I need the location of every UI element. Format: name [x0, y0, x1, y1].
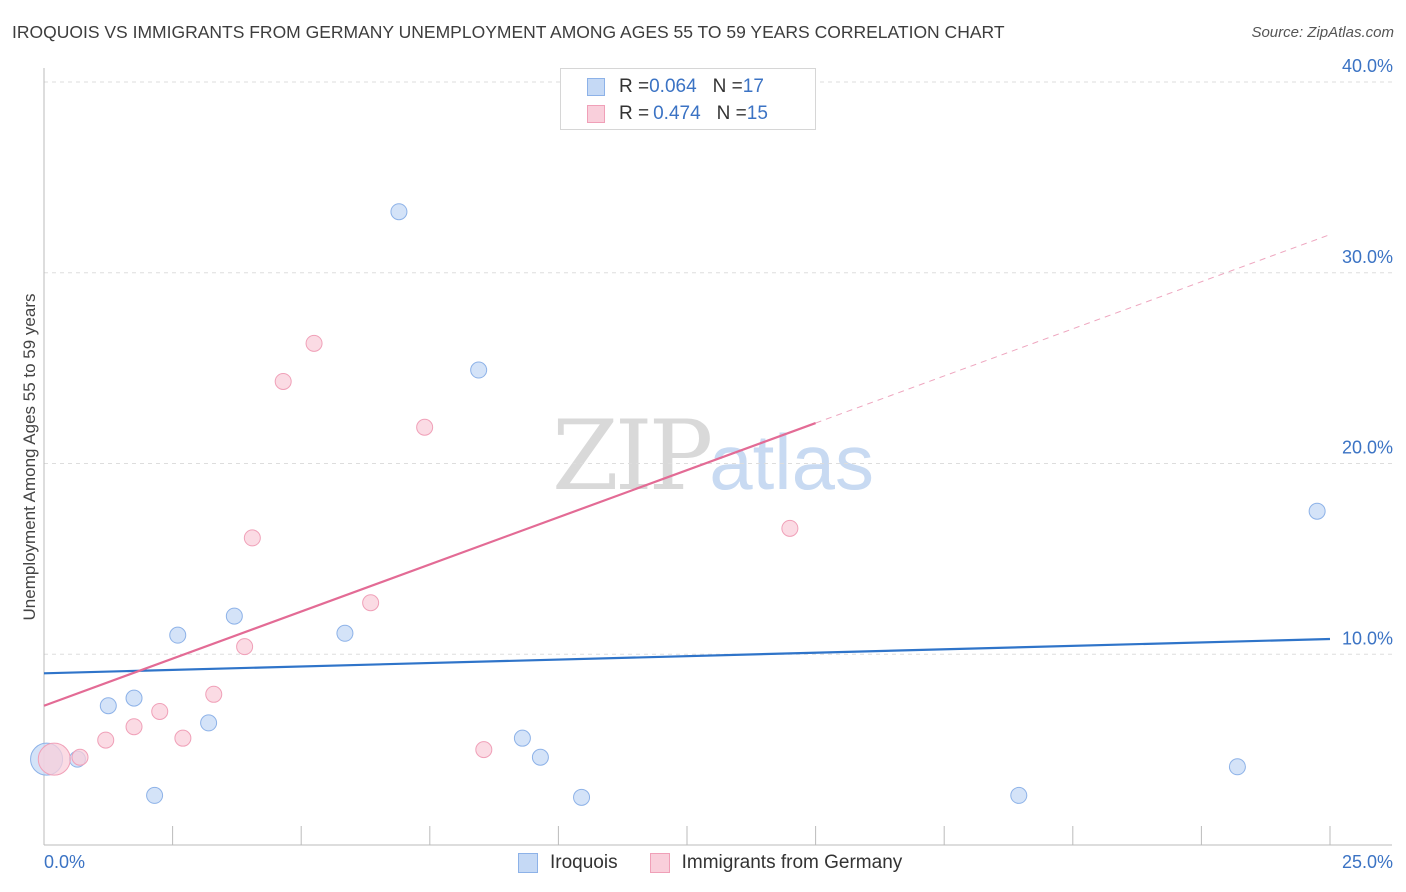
y-tick-label: 20.0% [1342, 438, 1393, 458]
pink-data-point [475, 741, 493, 759]
n-value: 17 [742, 76, 764, 97]
n-value: 15 [746, 103, 768, 124]
blue-data-point [336, 624, 354, 642]
blue-data-point [1308, 502, 1326, 520]
pink-data-point [37, 742, 71, 776]
blue-data-point [470, 361, 488, 379]
blue-data-point [573, 788, 591, 806]
pink-swatch [649, 853, 670, 873]
blue-data-point [225, 607, 243, 625]
blue-data-point [99, 697, 117, 715]
blue-data-point [513, 729, 531, 747]
y-tick-label: 40.0% [1342, 56, 1393, 76]
y-tick-label: 30.0% [1342, 247, 1393, 267]
pink-data-point [97, 731, 115, 749]
x-tick-label: 0.0% [44, 852, 85, 872]
blue-swatch [518, 853, 538, 873]
stats-legend-row-iroquois: R = 0.064 N = 17 [587, 75, 764, 99]
blue-data-point [1228, 758, 1246, 776]
watermark: ZIPatlas [552, 400, 874, 512]
pink-data-point [362, 594, 380, 612]
chart-title: IROQUOIS VS IMMIGRANTS FROM GERMANY UNEM… [12, 22, 1005, 42]
pink-trend-line-extrapolated [815, 234, 1331, 424]
pink-data-point [151, 702, 169, 720]
blue-data-point [169, 626, 187, 644]
r-label: R = [619, 76, 650, 97]
pink-swatch [587, 105, 605, 123]
pink-data-point [205, 685, 223, 703]
blue-data-point [531, 748, 549, 766]
blue-swatch [587, 78, 605, 96]
pink-data-point [305, 334, 323, 352]
blue-trend-line [43, 637, 1331, 675]
pink-data-point [125, 718, 143, 736]
r-value: 0.474 [653, 103, 701, 124]
x-tick-label: 25.0% [1342, 852, 1393, 872]
y-tick-label: 10.0% [1342, 628, 1393, 648]
stats-legend-row-germany: R = 0.474 N = 15 [587, 102, 768, 126]
pink-data-point [243, 529, 261, 547]
blue-data-point [125, 689, 143, 707]
pink-data-point [274, 372, 292, 390]
r-label: R = [619, 103, 650, 124]
stats-legend: R = 0.064 N = 17 R = 0.474 N = 15 [560, 68, 816, 130]
legend-label: Immigrants from Germany [681, 852, 903, 873]
blue-data-point [390, 203, 408, 221]
pink-data-point [174, 729, 192, 747]
legend-label: Iroquois [550, 852, 618, 873]
legend-item-germany: Immigrants from Germany [649, 852, 903, 874]
pink-data-point [71, 748, 89, 766]
y-axis-label: Unemployment Among Ages 55 to 59 years [20, 294, 39, 621]
series-legend: Iroquois Immigrants from Germany [518, 852, 934, 874]
r-value: 0.064 [649, 76, 697, 97]
pink-data-point [416, 418, 434, 436]
source-label: Source: ZipAtlas.com [1251, 24, 1394, 41]
watermark-zip: ZIP [552, 400, 713, 512]
blue-data-point [146, 786, 164, 804]
legend-item-iroquois: Iroquois [518, 852, 618, 874]
n-label: N = [712, 76, 743, 97]
pink-data-point [781, 519, 799, 537]
blue-data-point [1010, 786, 1028, 804]
pink-trend-line [43, 422, 816, 707]
n-label: N = [716, 103, 747, 124]
pink-data-point [236, 638, 254, 656]
blue-data-point [200, 714, 218, 732]
